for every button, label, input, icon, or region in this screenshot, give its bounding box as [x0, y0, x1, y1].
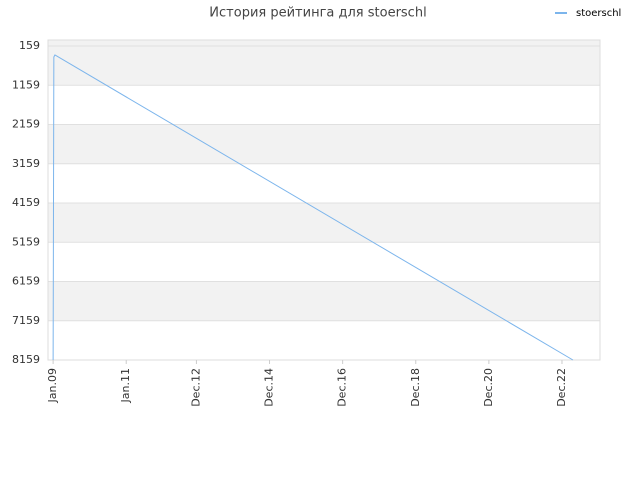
- x-tick-label: Dec.14: [263, 368, 276, 407]
- y-tick-label: 1159: [12, 78, 40, 91]
- y-tick-label: 5159: [12, 235, 40, 248]
- grid-band: [48, 203, 600, 243]
- x-tick-label: Dec.18: [409, 368, 422, 407]
- legend-label: stoerschl: [576, 8, 621, 19]
- y-tick-label: 8159: [12, 353, 40, 366]
- grid-band: [48, 40, 600, 86]
- grid-band: [48, 281, 600, 321]
- y-tick-label: 6159: [12, 275, 40, 288]
- x-tick-label: Jan.11: [119, 368, 132, 403]
- y-tick-label: 3159: [12, 157, 40, 170]
- x-tick-label: Dec.12: [189, 368, 202, 407]
- x-tick-label: Dec.20: [482, 368, 495, 407]
- x-tick-label: Jan.09: [46, 368, 59, 403]
- y-tick-label: 4159: [12, 196, 40, 209]
- x-tick-label: Dec.22: [555, 368, 568, 407]
- y-tick-label: 7159: [12, 314, 40, 327]
- grid-band: [48, 124, 600, 164]
- y-tick-label: 159: [19, 39, 40, 52]
- line: [52, 54, 574, 361]
- y-tick-label: 2159: [12, 118, 40, 131]
- plot-border: [47, 39, 601, 361]
- chart-title: История рейтинга для stoerschl: [209, 6, 426, 21]
- x-tick-label: Dec.16: [336, 368, 349, 407]
